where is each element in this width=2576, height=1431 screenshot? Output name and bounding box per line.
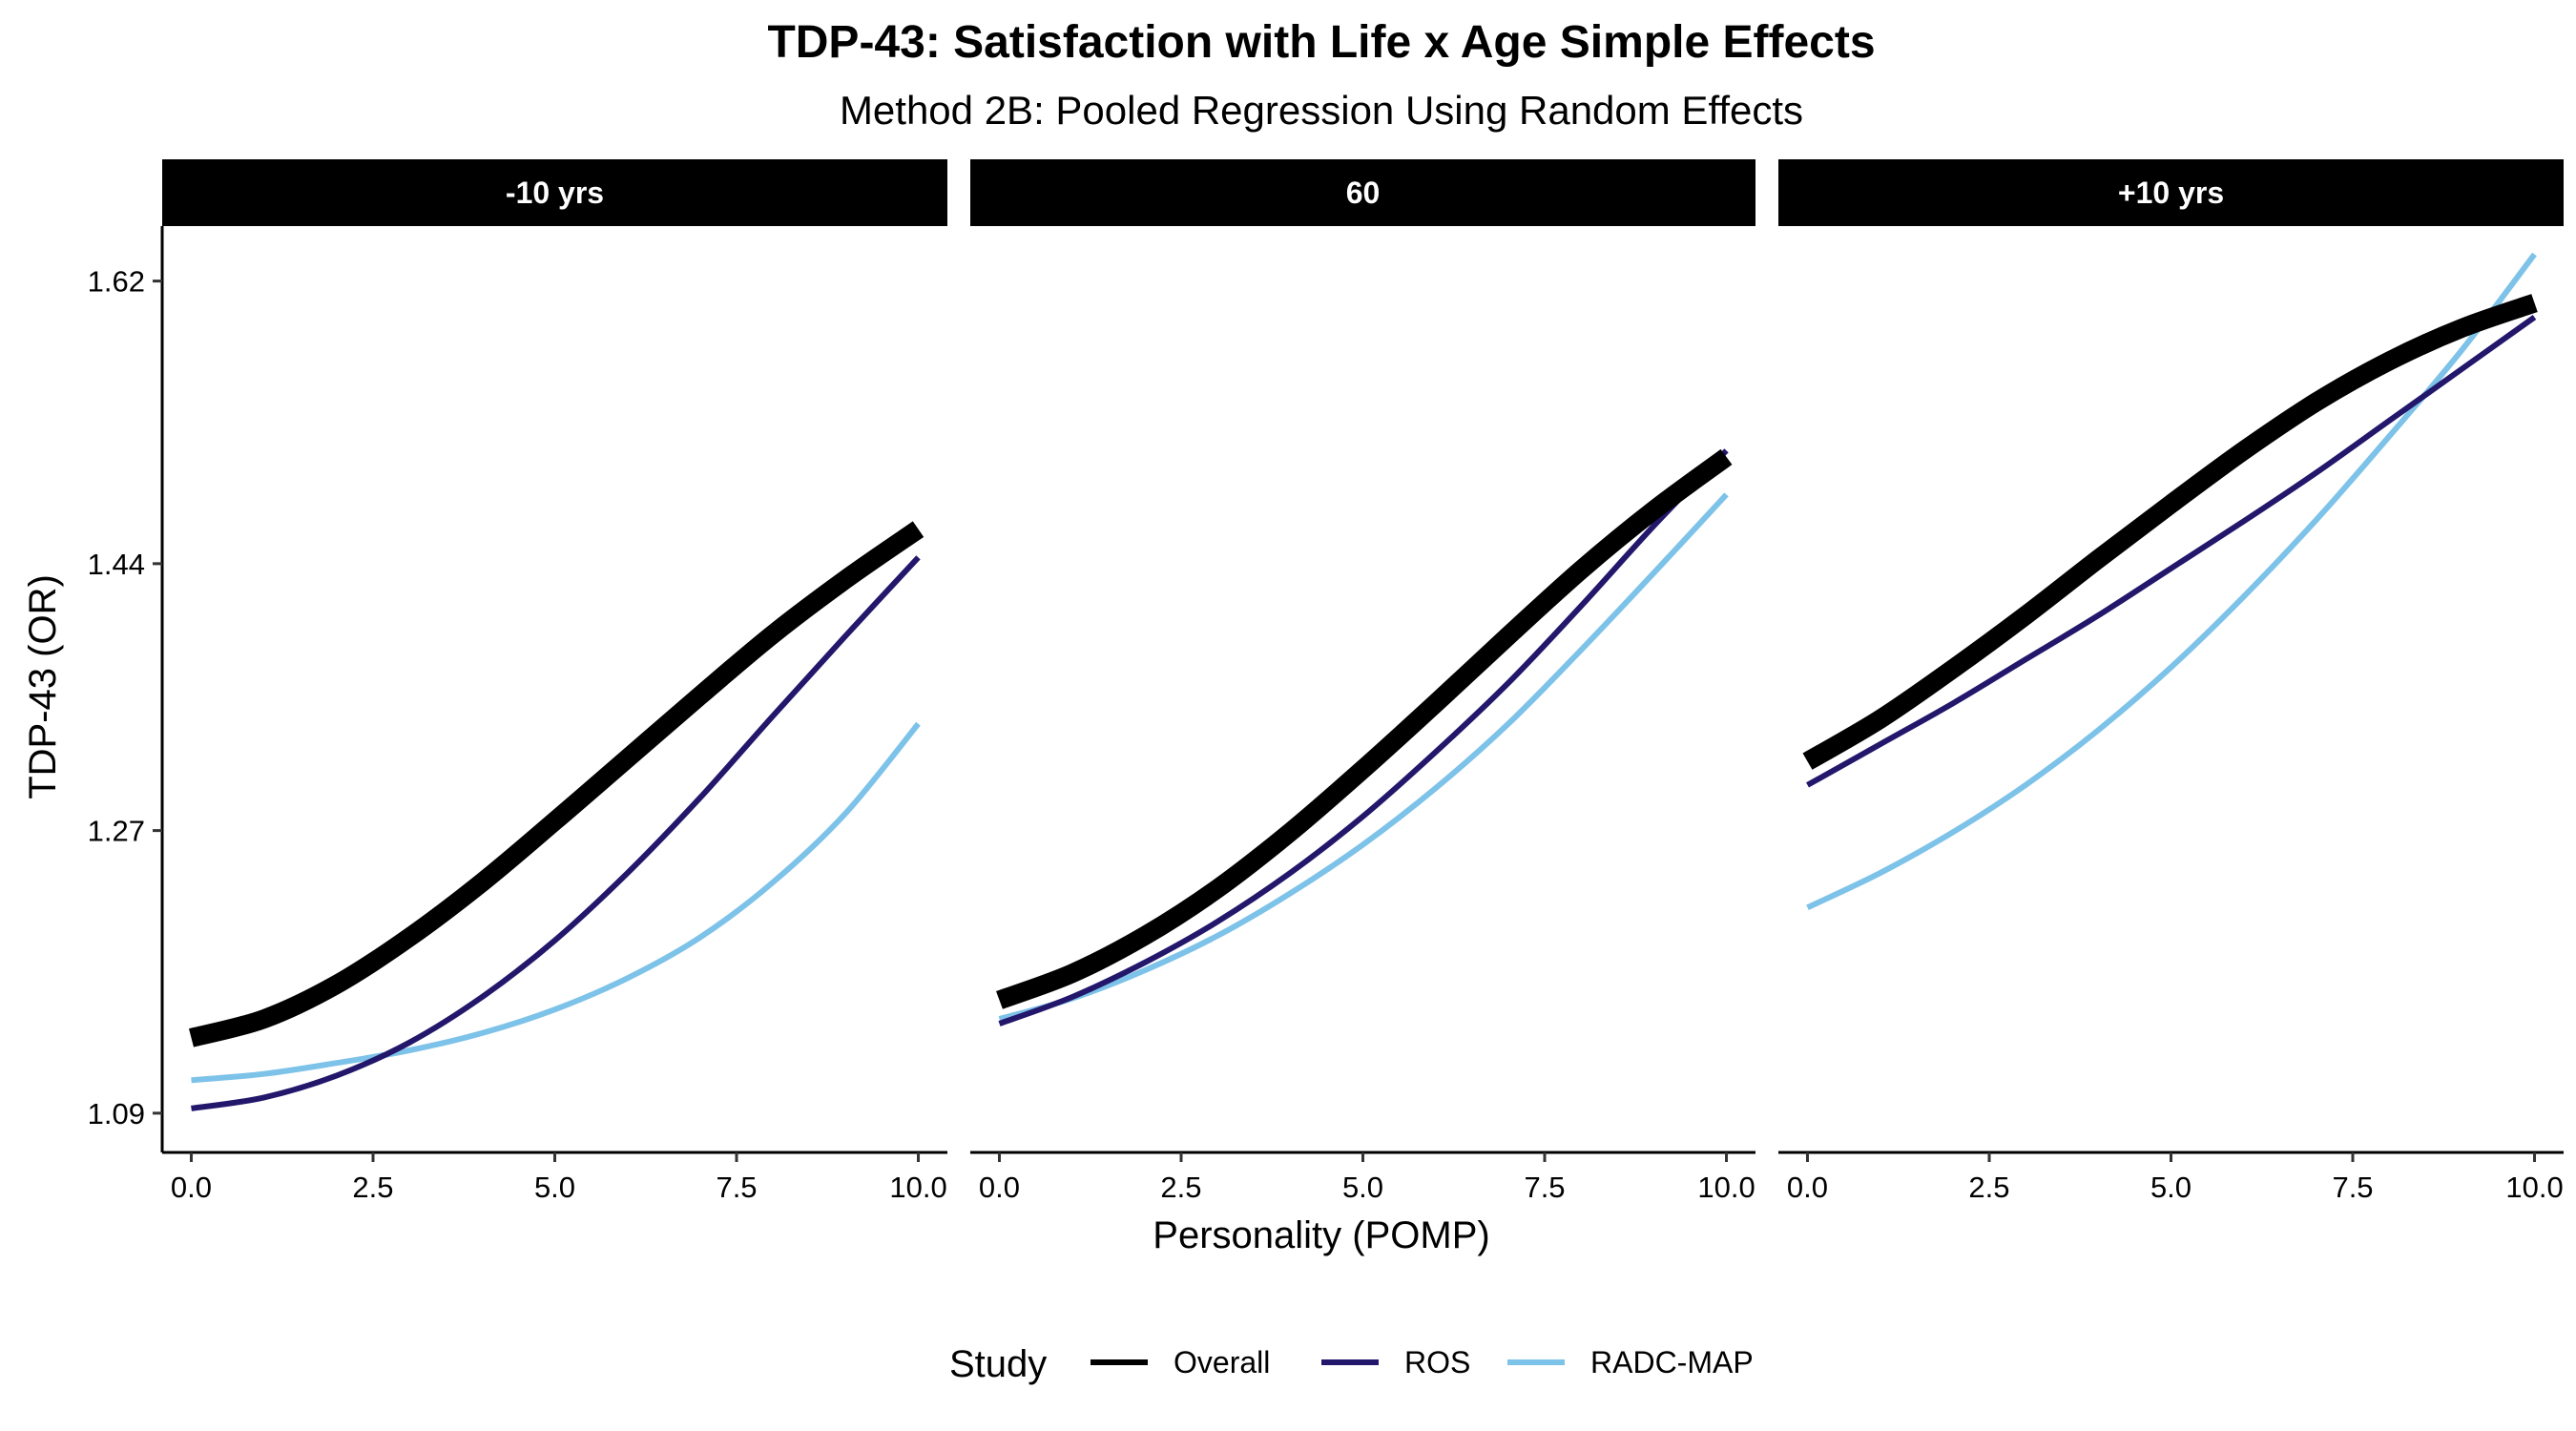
facet-strip (970, 159, 1755, 226)
x-axis-title: Personality (POMP) (1153, 1214, 1489, 1256)
facet-strip (162, 159, 947, 226)
y-tick-label: 1.27 (88, 815, 145, 848)
legend-item-ros: ROS (1321, 1345, 1470, 1379)
chart-subtitle: Method 2B: Pooled Regression Using Rando… (840, 88, 1803, 133)
legend-item-radc-map: RADC-MAP (1507, 1345, 1754, 1379)
legend-label: Overall (1174, 1345, 1270, 1379)
series-line-ros (998, 448, 1729, 1027)
y-tick-label: 1.44 (88, 548, 145, 581)
series-line-radc-map (998, 492, 1729, 1022)
series-line-radc-map (191, 721, 921, 1084)
facet-strip-label: -10 yrs (506, 176, 604, 210)
x-tick-label: 0.0 (171, 1171, 212, 1204)
x-tick-label: 10.0 (1697, 1171, 1755, 1204)
series-line-ros (1806, 315, 2537, 788)
chart-title: TDP-43: Satisfaction with Life x Age Sim… (767, 17, 1875, 68)
facet-strip-label: +10 yrs (2118, 176, 2224, 210)
series-line-ros (191, 555, 921, 1111)
legend-label: RADC-MAP (1590, 1345, 1754, 1379)
series-line-overall (1802, 294, 2538, 770)
legend-item-overall: Overall (1091, 1345, 1270, 1379)
x-tick-label: 2.5 (1968, 1171, 2009, 1204)
facet-strip (1778, 159, 2564, 226)
x-tick-label: 10.0 (2505, 1171, 2563, 1204)
x-tick-label: 5.0 (534, 1171, 575, 1204)
x-tick-label: 7.5 (716, 1171, 757, 1204)
legend-title: Study (949, 1343, 1047, 1385)
y-tick-label: 1.09 (88, 1097, 145, 1130)
facet-panel-0: -10 yrs 0.0 2.5 5.0 7.5 10.0 1.09 1.27 1.44 1.62 (88, 159, 947, 1204)
x-tick-label: 10.0 (889, 1171, 946, 1204)
x-tick-label: 2.5 (1160, 1171, 1201, 1204)
x-tick-label: 2.5 (352, 1171, 393, 1204)
legend: Study Overall ROS RADC-MAP (949, 1343, 1754, 1385)
x-tick-label: 7.5 (2332, 1171, 2373, 1204)
x-tick-label: 7.5 (1524, 1171, 1565, 1204)
facet-panels: -10 yrs 0.0 2.5 5.0 7.5 10.0 1.09 1.27 1.44 1.62 6… (88, 159, 2564, 1204)
facet-panel-2: +10 yrs 0.0 2.5 5.0 7.5 10.0 (1778, 159, 2564, 1204)
x-tick-label: 0.0 (1787, 1171, 1828, 1204)
x-tick-label: 5.0 (2150, 1171, 2192, 1204)
series-line-overall (188, 521, 924, 1047)
legend-label: ROS (1404, 1345, 1470, 1379)
facet-strip-label: 60 (1346, 176, 1381, 210)
series-line-overall (996, 448, 1733, 1009)
x-tick-label: 5.0 (1342, 1171, 1383, 1204)
facet-panel-1: 60 0.0 2.5 5.0 7.5 10.0 (970, 159, 1755, 1204)
x-tick-label: 0.0 (979, 1171, 1020, 1204)
y-axis-title: TDP-43 (OR) (22, 574, 64, 799)
y-tick-label: 1.62 (88, 265, 145, 299)
